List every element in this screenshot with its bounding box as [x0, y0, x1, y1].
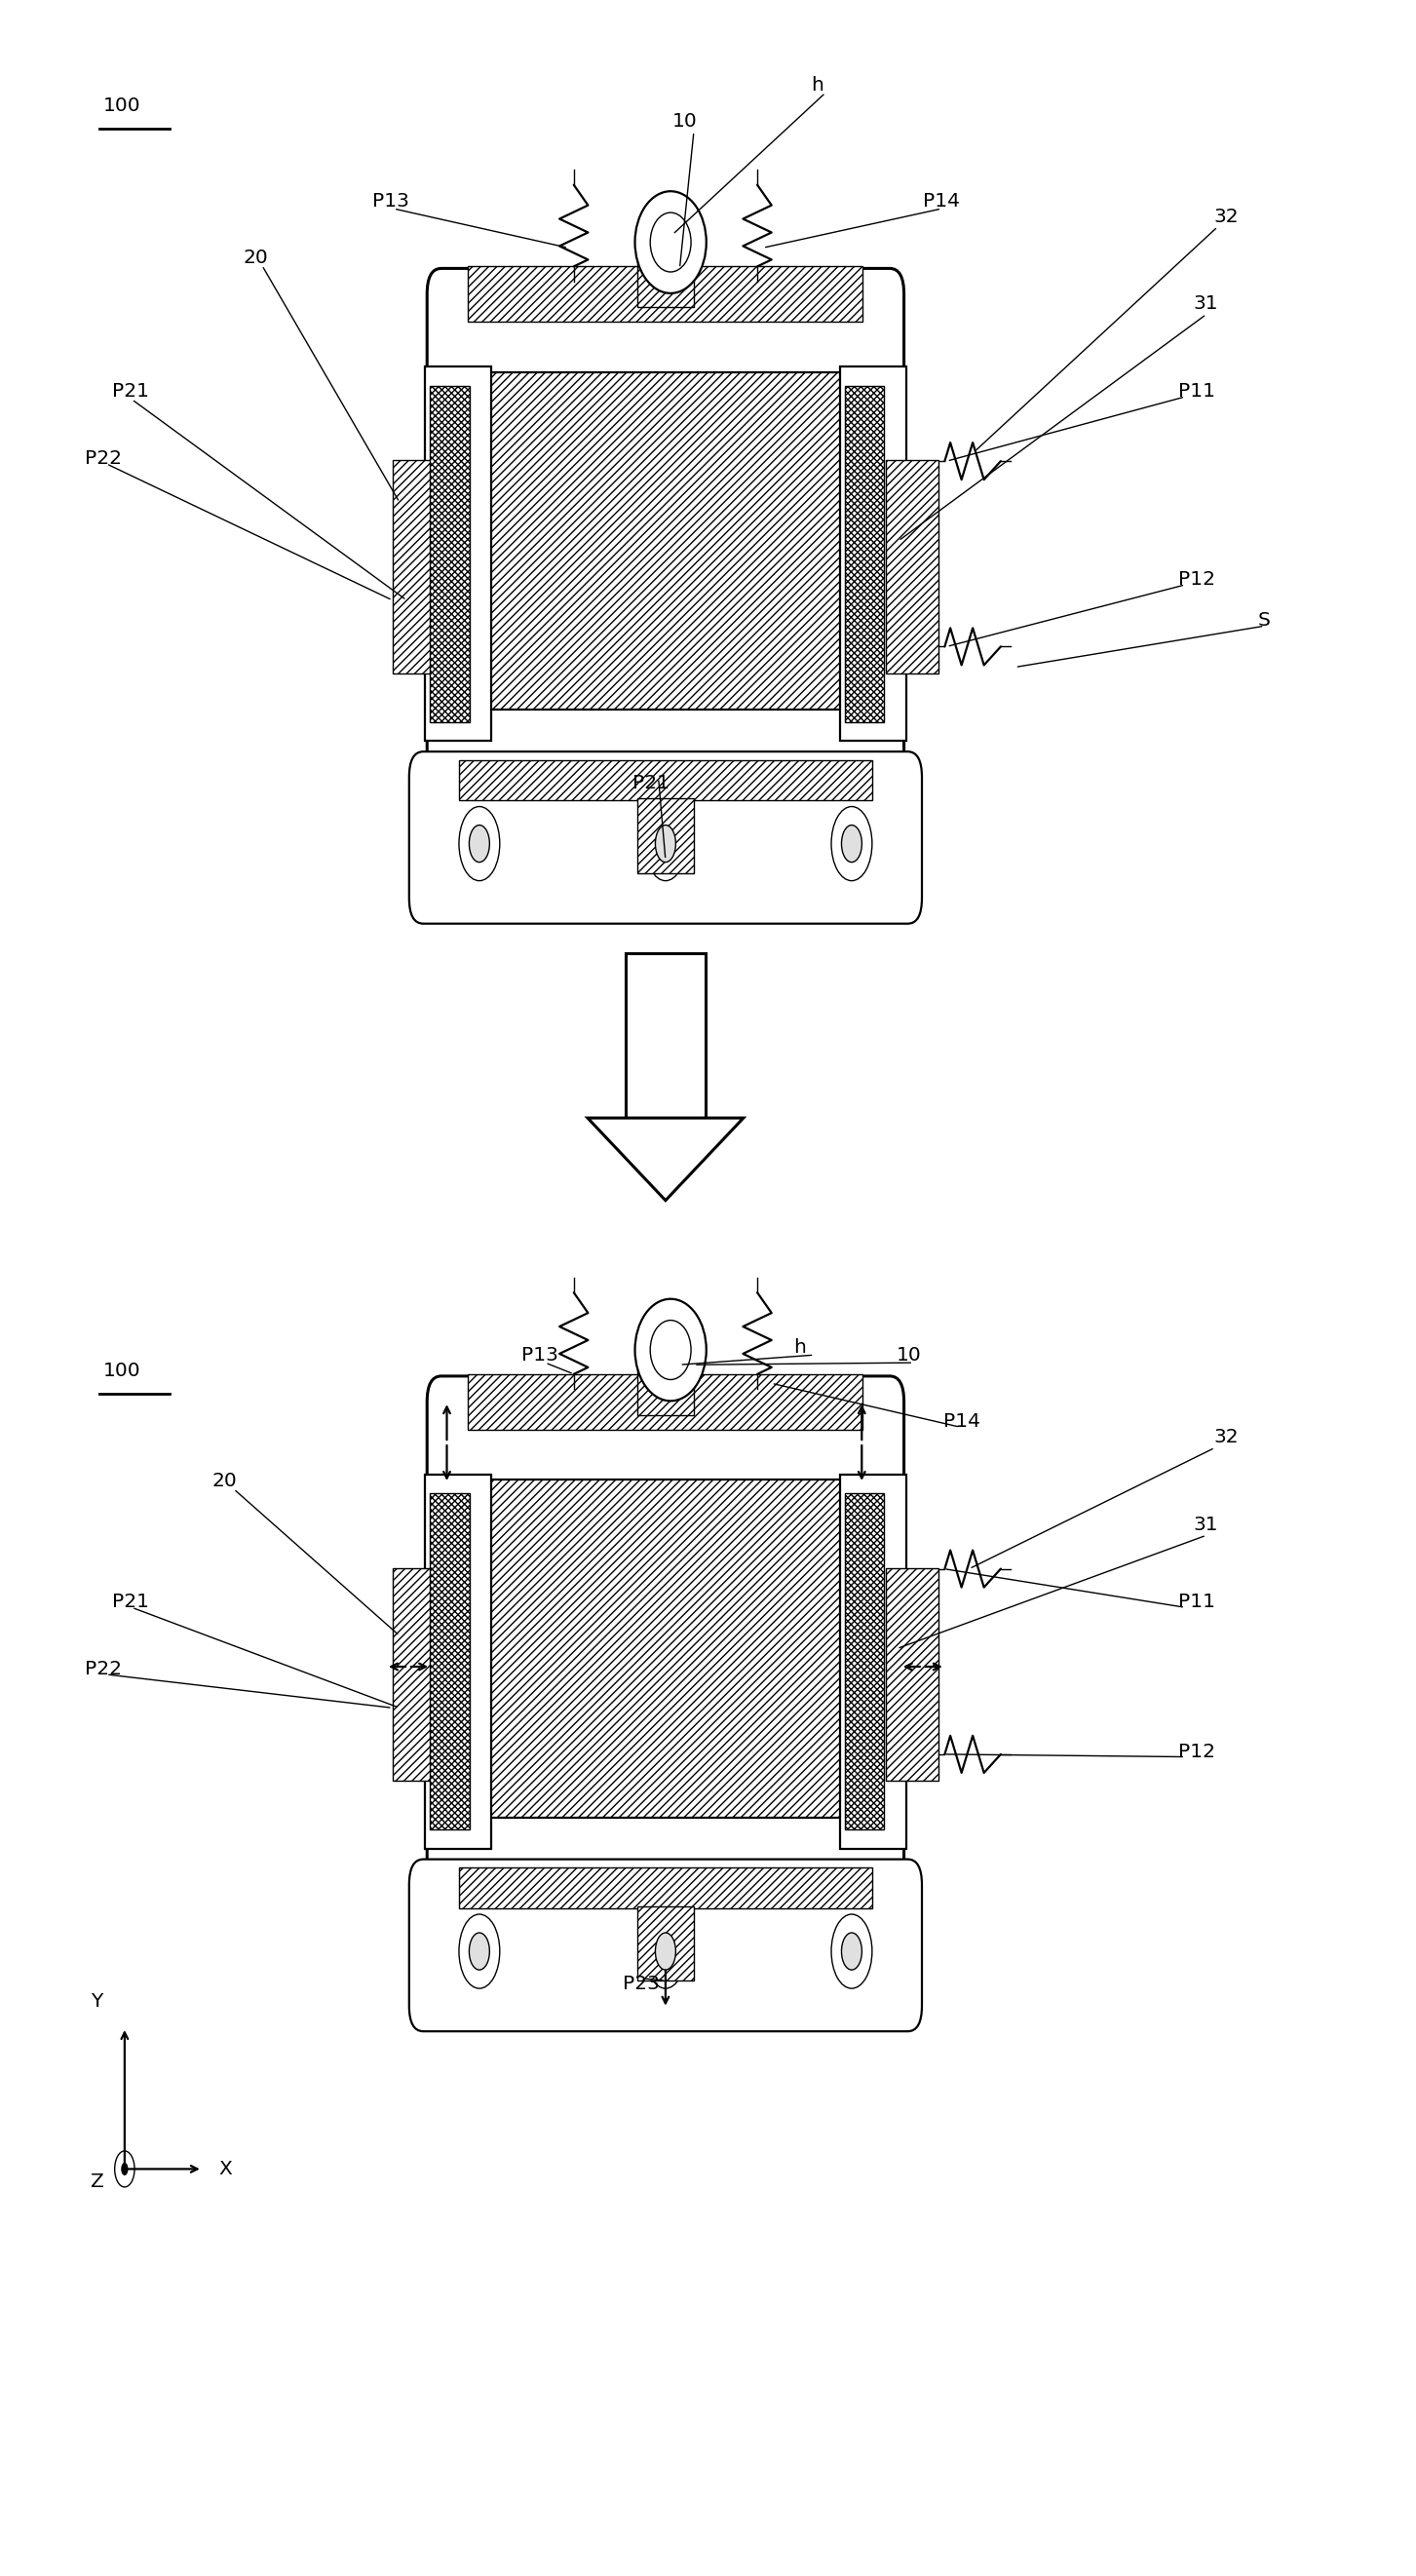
Text: 10: 10: [896, 1345, 922, 1365]
Circle shape: [656, 824, 675, 863]
Circle shape: [459, 806, 500, 881]
Bar: [459, 760, 872, 801]
Bar: [637, 799, 694, 873]
Text: Y: Y: [91, 1991, 102, 2012]
Bar: [885, 461, 939, 672]
Bar: [425, 1473, 491, 1850]
Bar: [845, 386, 884, 721]
Bar: [845, 1494, 884, 1829]
Circle shape: [646, 806, 685, 881]
Text: 20: 20: [212, 1471, 238, 1492]
Circle shape: [115, 2151, 135, 2187]
Text: P14: P14: [923, 191, 960, 211]
Text: P22: P22: [85, 1659, 122, 1680]
FancyBboxPatch shape: [428, 1376, 903, 1947]
Bar: [463, 371, 868, 711]
Text: P13: P13: [372, 191, 409, 211]
Circle shape: [646, 1914, 685, 1989]
Text: P12: P12: [1178, 569, 1215, 590]
Text: 100: 100: [103, 1360, 142, 1381]
Text: h: h: [811, 75, 824, 95]
Circle shape: [459, 1914, 500, 1989]
Circle shape: [831, 806, 872, 881]
Text: 32: 32: [1214, 1427, 1239, 1448]
Ellipse shape: [650, 1321, 691, 1381]
Bar: [430, 386, 469, 721]
Text: X: X: [218, 2159, 232, 2179]
Ellipse shape: [650, 214, 691, 273]
Text: 10: 10: [673, 111, 698, 131]
Text: P11: P11: [1178, 1592, 1215, 1613]
Text: P14: P14: [943, 1412, 980, 1432]
Bar: [840, 1473, 906, 1850]
FancyBboxPatch shape: [409, 752, 922, 925]
FancyBboxPatch shape: [409, 1860, 922, 2032]
FancyBboxPatch shape: [428, 268, 903, 840]
Text: 31: 31: [1194, 1515, 1219, 1535]
Text: P12: P12: [1178, 1741, 1215, 1762]
Text: P21: P21: [633, 773, 670, 793]
Bar: [469, 1373, 862, 1430]
Text: 32: 32: [1214, 206, 1239, 227]
Text: 20: 20: [244, 247, 269, 268]
Ellipse shape: [634, 191, 707, 294]
Bar: [885, 1569, 939, 1780]
Circle shape: [469, 1932, 490, 1971]
Polygon shape: [626, 953, 705, 1118]
Bar: [463, 1479, 868, 1819]
Circle shape: [469, 824, 490, 863]
Circle shape: [656, 1932, 675, 1971]
Bar: [392, 1569, 446, 1780]
Text: P21: P21: [112, 1592, 149, 1613]
Bar: [469, 265, 862, 322]
Text: 31: 31: [1194, 294, 1219, 314]
Text: h: h: [793, 1337, 806, 1358]
Circle shape: [841, 824, 862, 863]
Bar: [459, 1868, 872, 1909]
Text: S: S: [1257, 611, 1270, 631]
Bar: [637, 1906, 694, 1981]
Text: Z: Z: [89, 2172, 103, 2192]
Text: P22: P22: [85, 448, 122, 469]
Text: P11: P11: [1178, 381, 1215, 402]
Circle shape: [841, 1932, 862, 1971]
Bar: [840, 366, 906, 742]
Circle shape: [831, 1914, 872, 1989]
Bar: [637, 237, 694, 307]
Text: P13: P13: [521, 1345, 558, 1365]
Text: P23: P23: [623, 1973, 660, 1994]
Bar: [637, 1345, 694, 1414]
Ellipse shape: [634, 1298, 707, 1401]
Bar: [392, 461, 446, 672]
Bar: [425, 366, 491, 742]
Text: 100: 100: [103, 95, 142, 116]
Text: P21: P21: [112, 381, 149, 402]
Circle shape: [120, 2164, 127, 2174]
Bar: [430, 1494, 469, 1829]
Polygon shape: [588, 1118, 743, 1200]
